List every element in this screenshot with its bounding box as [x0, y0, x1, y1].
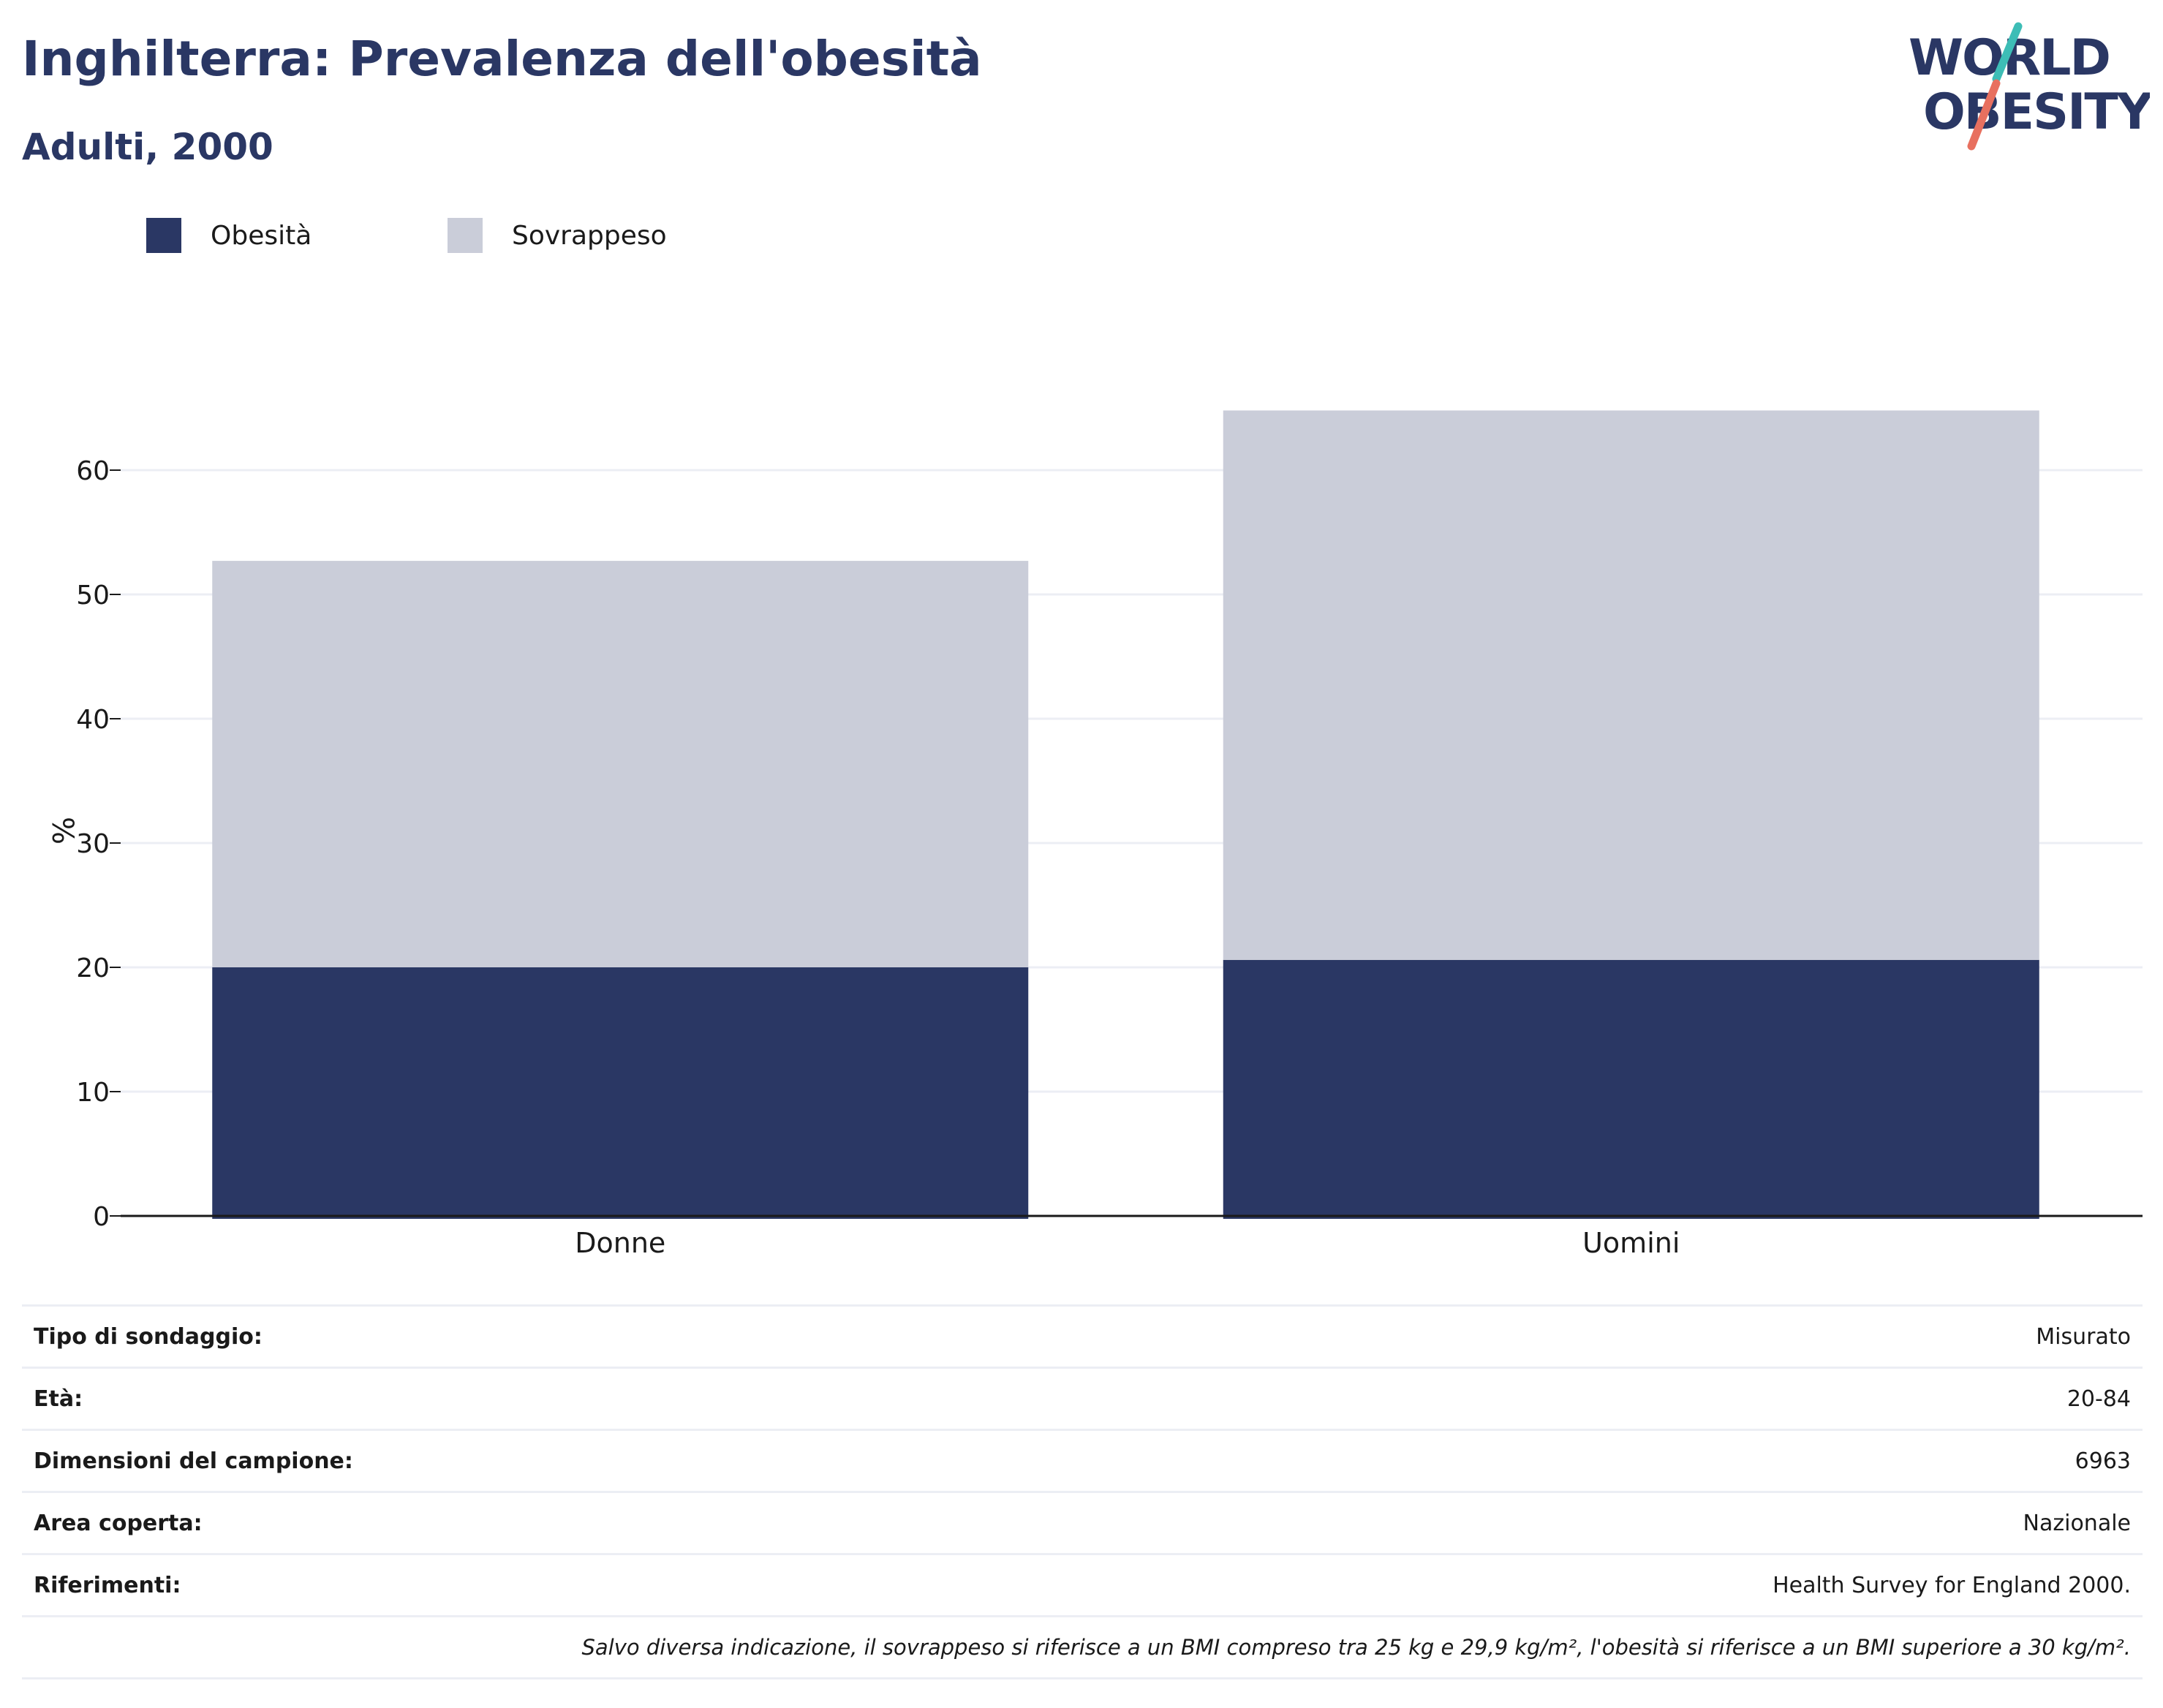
info-row-age: Età: 20-84 [22, 1367, 2143, 1429]
world-obesity-logo: WORLD OBESITY [1909, 22, 2150, 151]
x-tick-label: Donne [575, 1227, 665, 1259]
info-label: Età: [34, 1386, 83, 1412]
info-row-area: Area coperta: Nazionale [22, 1491, 2143, 1553]
info-row-references: Riferimenti: Health Survey for England 2… [22, 1553, 2143, 1615]
info-row-note: Salvo diversa indicazione, il sovrappeso… [22, 1615, 2143, 1679]
x-tick-label: Uomini [1582, 1227, 1680, 1259]
chart-subtitle: Adulti, 2000 [22, 126, 273, 168]
logo-slash-coral [1967, 79, 2001, 151]
logo-slash-teal [1992, 22, 2023, 83]
info-value: 6963 [2075, 1448, 2131, 1474]
bar-overweight-uomini [1223, 410, 2039, 960]
legend-label-overweight: Sovrappeso [512, 221, 667, 251]
y-tick-label: 30 [76, 829, 110, 859]
logo-text-obesity: OBESITY [1923, 83, 2150, 141]
bar-overweight-donne [212, 561, 1029, 967]
y-tick-label: 20 [76, 953, 110, 983]
y-tick-label: 10 [76, 1078, 110, 1108]
chart-title: Inghilterra: Prevalenza dell'obesità [22, 31, 982, 87]
info-row-sample-size: Dimensioni del campione: 6963 [22, 1429, 2143, 1491]
bar-obesity-uomini [1223, 959, 2039, 1219]
info-label: Riferimenti: [34, 1573, 181, 1598]
info-label: Area coperta: [34, 1511, 203, 1536]
info-label: Dimensioni del campione: [34, 1448, 353, 1474]
bar-obesity-donne [212, 967, 1029, 1219]
survey-info-table: Tipo di sondaggio: Misurato Età: 20-84 D… [22, 1304, 2143, 1679]
y-tick-label: 50 [76, 581, 110, 611]
info-value: Misurato [2036, 1324, 2131, 1350]
legend-swatch-overweight [448, 218, 483, 253]
info-value: Health Survey for England 2000. [1773, 1573, 2131, 1598]
info-label: Tipo di sondaggio: [34, 1324, 263, 1350]
info-value: Nazionale [2023, 1511, 2131, 1536]
y-tick-label: 0 [93, 1202, 110, 1232]
legend-swatch-obesity [146, 218, 181, 253]
info-row-survey-type: Tipo di sondaggio: Misurato [22, 1304, 2143, 1367]
legend-label-obesity: Obesità [211, 221, 312, 251]
bmi-definition-note: Salvo diversa indicazione, il sovrappeso… [581, 1635, 2131, 1660]
info-value: 20-84 [2066, 1386, 2131, 1412]
y-tick-label: 40 [76, 705, 110, 735]
y-tick-label: 60 [76, 456, 110, 486]
y-axis-label: % [45, 817, 79, 844]
bar-chart: 0 10 20 30 40 50 60% Donne Uomini [45, 410, 2143, 1259]
